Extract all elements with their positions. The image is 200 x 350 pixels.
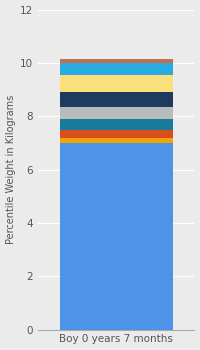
Bar (60, 119, 173, 130)
Bar (60, 107, 173, 119)
Bar (60, 143, 173, 330)
Bar (60, 138, 173, 143)
Bar (60, 92, 173, 107)
Bar (60, 63, 173, 75)
Bar (60, 130, 173, 138)
Bar (60, 59, 173, 63)
Bar (60, 75, 173, 92)
Y-axis label: Percentile Weight in Kilograms: Percentile Weight in Kilograms (6, 95, 16, 244)
